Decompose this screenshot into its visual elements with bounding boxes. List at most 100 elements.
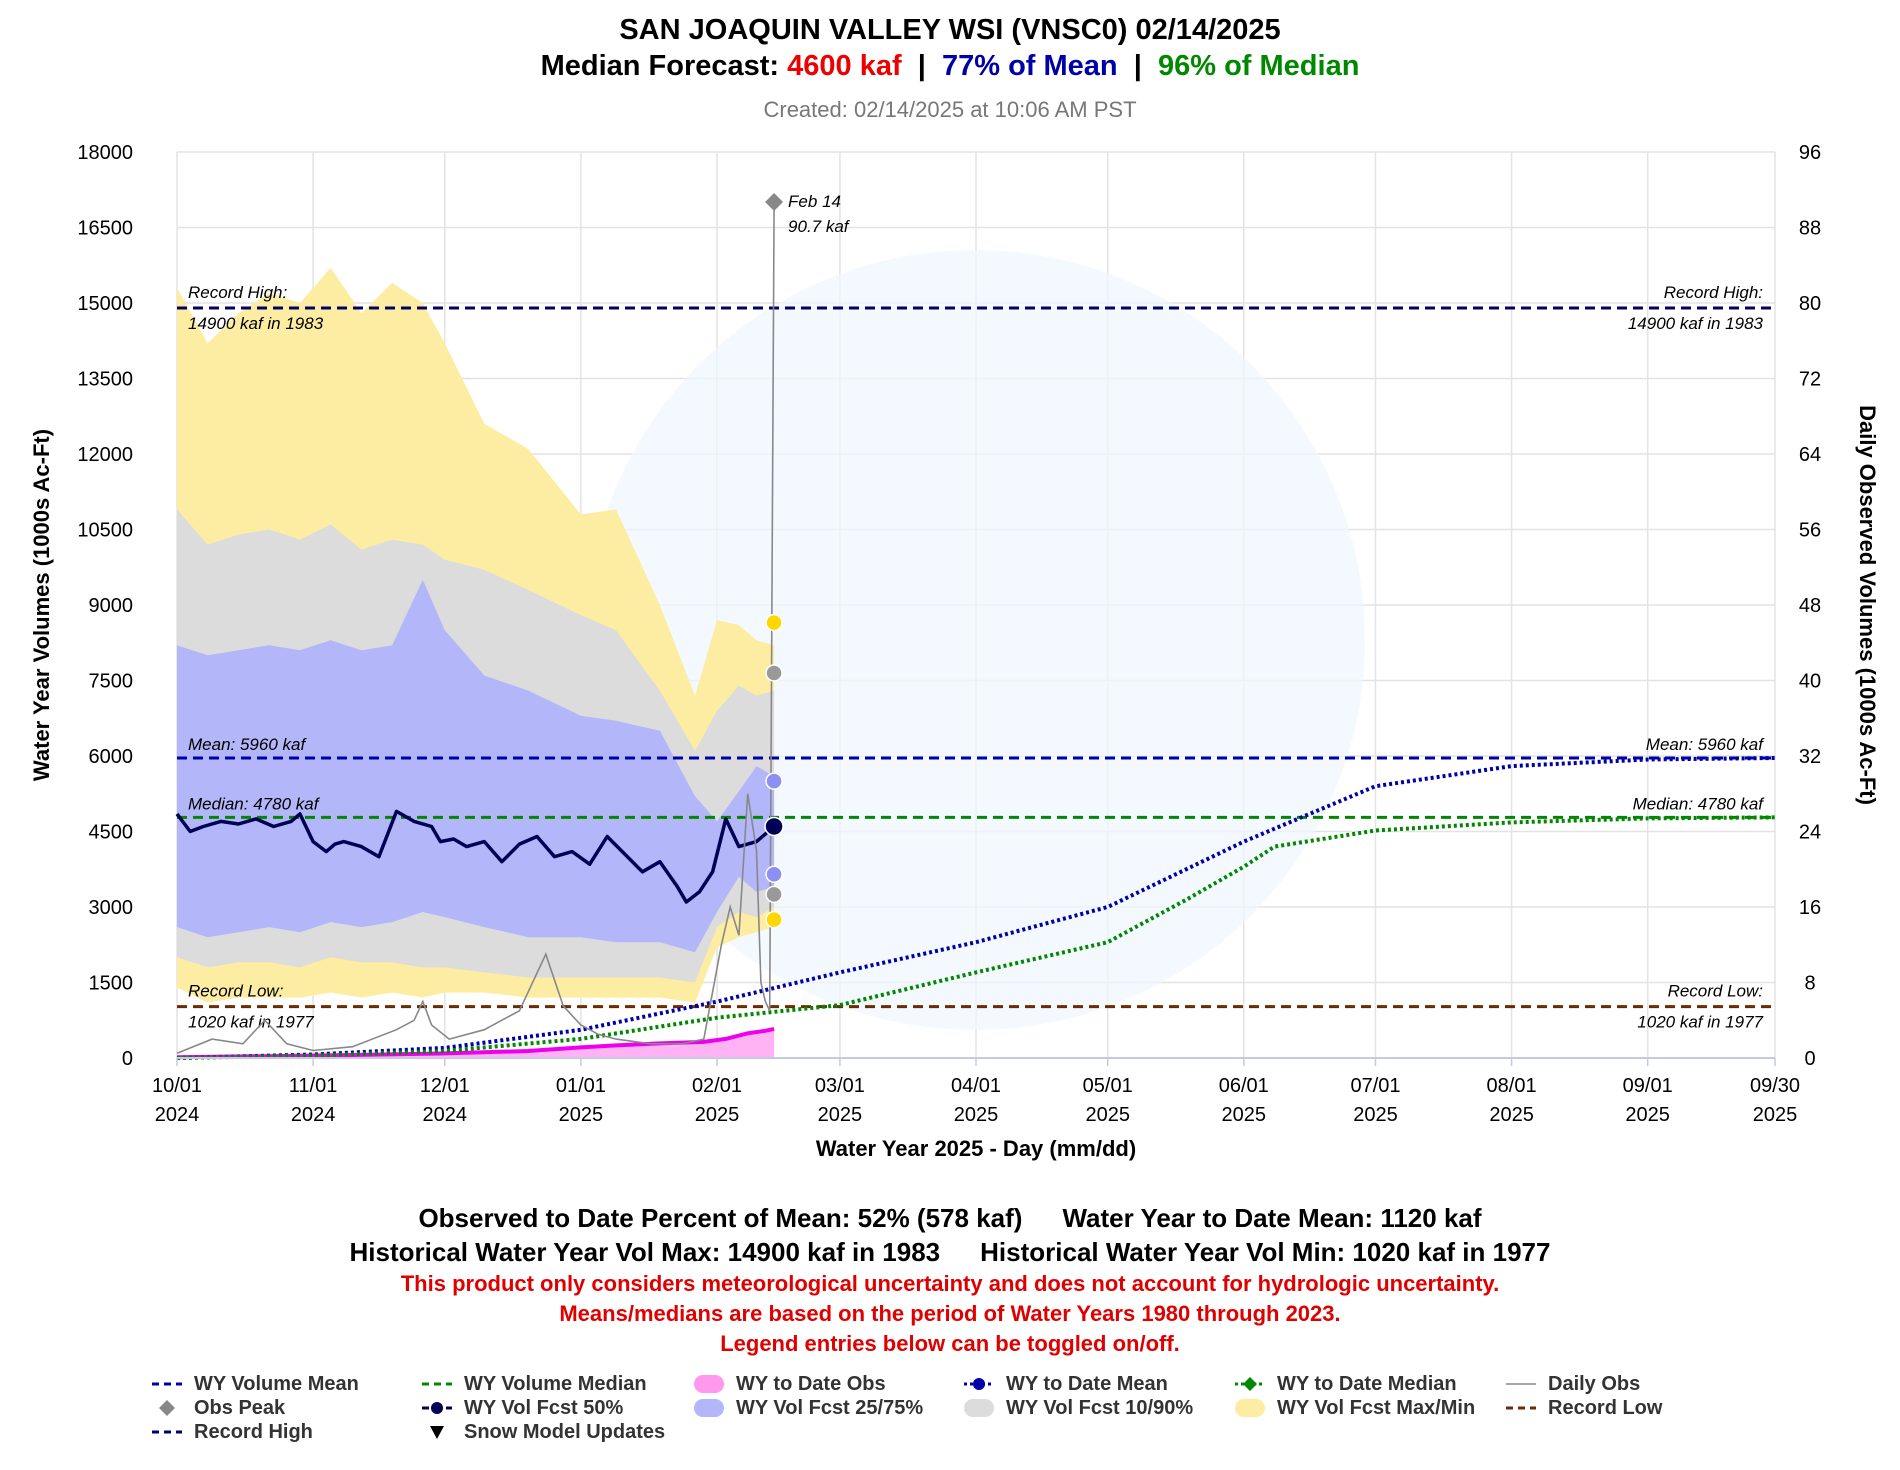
chart-title: SAN JOAQUIN VALLEY WSI (VNSC0) 02/14/202… xyxy=(619,14,1281,46)
x-tick-label-year: 2025 xyxy=(559,1104,604,1126)
wy-vol-fcst-50-line xyxy=(175,809,776,904)
y2-tick-label: 96 xyxy=(1799,142,1821,164)
legend-item-label: WY to Date Median xyxy=(1277,1373,1457,1395)
legend-item-label: Obs Peak xyxy=(194,1397,286,1419)
legend-item-label: Snow Model Updates xyxy=(464,1421,666,1443)
legend-item-label: WY Vol Fcst 10/90% xyxy=(1006,1397,1194,1419)
summary-line-1: Observed to Date Percent of Mean: 52% (5… xyxy=(0,1203,1900,1234)
dotted-line-green-diamond-icon xyxy=(1235,1377,1265,1391)
pct-of-median: 96% of Median xyxy=(1157,50,1360,82)
x-tick-label: 03/01 xyxy=(815,1075,865,1097)
record-low-label-right-2: 1020 kaf in 1977 xyxy=(1637,1013,1763,1032)
median-label-right: Median: 4780 kaf xyxy=(1633,794,1766,813)
mean-label-left: Mean: 5960 kaf xyxy=(188,735,307,754)
forecast-max-point xyxy=(765,613,783,632)
y2-tick-label: 24 xyxy=(1799,822,1821,844)
legend-item-label: WY Vol Fcst 50% xyxy=(464,1397,624,1419)
legend-item-label: Daily Obs xyxy=(1548,1373,1641,1395)
observed-percent-of-mean: Observed to Date Percent of Mean: 52% (5… xyxy=(418,1203,1023,1233)
band-25-75 xyxy=(177,579,775,953)
x-tick-label: 05/01 xyxy=(1083,1075,1133,1097)
x-tick-label-year: 2024 xyxy=(423,1104,468,1126)
y2-axis-title: Daily Observed Volumes (1000s Ac-Ft) xyxy=(1855,405,1880,805)
legend-item-label: WY Vol Fcst 25/75% xyxy=(736,1397,924,1419)
y2-tick-label: 0 xyxy=(1804,1048,1815,1070)
record-low-label-left: Record Low: xyxy=(188,982,284,1001)
y2-tick-label: 72 xyxy=(1799,369,1821,391)
x-tick-label: 04/01 xyxy=(951,1075,1001,1097)
record-high-label-right: Record High: xyxy=(1664,283,1763,302)
x-tick-label: 09/01 xyxy=(1623,1075,1673,1097)
record-high-label-left-2: 14900 kaf in 1983 xyxy=(188,314,324,333)
y-tick-label: 6000 xyxy=(89,746,134,768)
x-tick-label: 12/01 xyxy=(420,1075,470,1097)
y-tick-label: 7500 xyxy=(89,671,134,693)
diamond-gray-icon xyxy=(159,1400,175,1416)
dash-line-brown-icon xyxy=(1506,1406,1536,1410)
forecast-p10-point xyxy=(765,885,783,904)
x-tick-label-year: 2025 xyxy=(954,1104,999,1126)
forecast-subtitle: Median Forecast: 4600 kaf | 77% of Mean … xyxy=(0,50,1900,83)
warning-uncertainty: This product only considers meteorologic… xyxy=(400,1271,1500,1296)
chart-plot: Record High: Record High: 14900 kaf in 198… xyxy=(29,142,1880,1161)
area-magenta-icon xyxy=(694,1375,724,1393)
watermark-emblem xyxy=(585,250,1365,1030)
created-timestamp: Created: 02/14/2025 at 10:06 AM PST xyxy=(763,97,1137,122)
pct-of-mean: 77% of Mean xyxy=(941,50,1118,82)
x-tick-label: 11/01 xyxy=(289,1075,338,1097)
y-axis-title: Water Year Volumes (1000s Ac-Ft) xyxy=(29,429,54,781)
x-tick-label-year: 2025 xyxy=(1085,1104,1130,1126)
x-tick-label-year: 2025 xyxy=(1625,1104,1670,1126)
y2-tick-label: 64 xyxy=(1799,444,1821,466)
y-tick-label: 3000 xyxy=(89,897,134,919)
dash-line-navy-dot-icon xyxy=(422,1402,452,1414)
x-tick-label: 10/01 xyxy=(152,1075,202,1097)
y2-tick-label: 40 xyxy=(1799,671,1821,693)
forecast-p25-point xyxy=(765,865,783,884)
wy-to-date-mean: Water Year to Date Mean: 1120 kaf xyxy=(1062,1203,1482,1233)
x-axis-title: Water Year 2025 - Day (mm/dd) xyxy=(816,1136,1136,1161)
separator: | xyxy=(901,50,942,82)
mean-label-right: Mean: 5960 kaf xyxy=(1646,735,1765,754)
y-tick-label: 1500 xyxy=(89,973,134,995)
legend-item-label: WY to Date Obs xyxy=(736,1373,886,1395)
historical-min: Historical Water Year Vol Min: 1020 kaf … xyxy=(980,1237,1551,1267)
forecast-p90-point xyxy=(765,664,783,682)
y2-tick-label: 32 xyxy=(1799,746,1821,768)
warning-toggle: Legend entries below can be toggled on/o… xyxy=(720,1331,1180,1356)
record-high-label-left: Record High: xyxy=(188,283,287,302)
y2-tick-label: 48 xyxy=(1799,595,1821,617)
y2-tick-label: 80 xyxy=(1799,293,1821,315)
legend-item-label: WY Vol Fcst Max/Min xyxy=(1277,1397,1476,1419)
x-tick-label: 08/01 xyxy=(1487,1075,1537,1097)
dash-line-navy-icon xyxy=(152,1430,182,1434)
area-yellow-icon xyxy=(1235,1399,1265,1417)
x-tick-label: 02/01 xyxy=(692,1075,742,1097)
peak-label-date: Feb 14 xyxy=(788,192,841,211)
x-tick-label-year: 2025 xyxy=(818,1104,863,1126)
y2-tick-label: 16 xyxy=(1799,897,1821,919)
peak-label-value: 90.7 kaf xyxy=(788,217,851,236)
y-tick-label: 18000 xyxy=(77,142,133,164)
y-tick-label: 9000 xyxy=(89,595,134,617)
daily-obs-line xyxy=(176,201,775,1055)
legend-item-label: Record High xyxy=(194,1421,313,1443)
dash-line-blue-icon xyxy=(152,1382,182,1386)
thin-line-gray-icon xyxy=(1506,1383,1536,1385)
historical-max: Historical Water Year Vol Max: 14900 kaf… xyxy=(349,1237,941,1267)
wy-to-date-median-line xyxy=(176,815,1776,1060)
y2-tick-label: 56 xyxy=(1799,520,1821,542)
obs-peak-marker xyxy=(765,193,784,212)
wy-to-date-mean-line xyxy=(176,756,1776,1060)
legend-item-label: Record Low xyxy=(1548,1397,1663,1419)
separator: | xyxy=(1117,50,1158,82)
forecast-value: 4600 kaf xyxy=(787,50,902,82)
forecast-p75-point xyxy=(765,772,783,790)
legend-item-label: WY Volume Median xyxy=(464,1373,647,1395)
median-label-left: Median: 4780 kaf xyxy=(188,794,321,813)
legend-item-label: WY to Date Mean xyxy=(1006,1373,1168,1395)
dotted-line-blue-dot-icon xyxy=(964,1378,994,1390)
x-tick-label-year: 2024 xyxy=(155,1104,200,1126)
record-high-label-right-2: 14900 kaf in 1983 xyxy=(1628,314,1764,333)
record-low-label-left-2: 1020 kaf in 1977 xyxy=(188,1013,314,1032)
